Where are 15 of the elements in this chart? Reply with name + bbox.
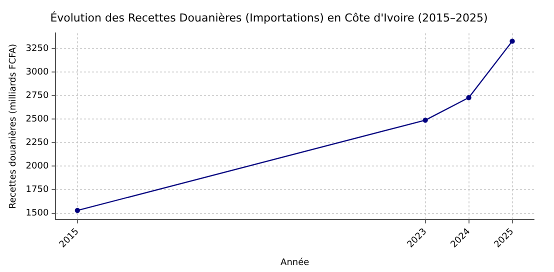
- point: [466, 95, 472, 100]
- point: [422, 118, 428, 123]
- y-tick-label: 1750: [26, 185, 49, 196]
- y-tick-label: 3250: [26, 44, 49, 54]
- y-tick-label: 2750: [26, 91, 49, 102]
- x-axis-title: Année: [280, 256, 310, 268]
- point: [74, 208, 80, 214]
- y-tick-label: 2250: [26, 138, 49, 148]
- y-tick-label: 2000: [26, 162, 49, 172]
- y-tick-label: 3000: [26, 68, 49, 78]
- chart-title: Évolution des Recettes Douanières (Importations) en Côte d'Ivoire (2015–2025): [50, 10, 488, 24]
- y-axis-title: Recettes douanières (milliards FCFA): [8, 44, 19, 209]
- y-tick-label: 1500: [26, 208, 49, 219]
- y-tick-label: 2500: [26, 114, 49, 125]
- point: [510, 38, 515, 44]
